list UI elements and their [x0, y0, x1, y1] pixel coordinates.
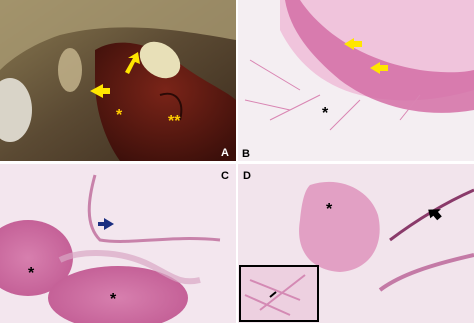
annotation: * — [322, 105, 329, 122]
panel-label: A — [221, 147, 229, 159]
panel-label: B — [242, 148, 250, 160]
annotation: * — [110, 291, 117, 308]
annotation: * — [326, 201, 333, 218]
panel-label: C — [221, 170, 229, 182]
panel-d: * D — [238, 164, 474, 323]
annotation: * — [116, 107, 123, 124]
annotation: ** — [168, 113, 181, 130]
panel-b: * B — [238, 0, 474, 161]
panel-a: * ** A — [0, 0, 236, 161]
annotation: * — [28, 265, 35, 282]
panel-label: D — [243, 170, 251, 182]
panel-c: * * C — [0, 164, 236, 323]
